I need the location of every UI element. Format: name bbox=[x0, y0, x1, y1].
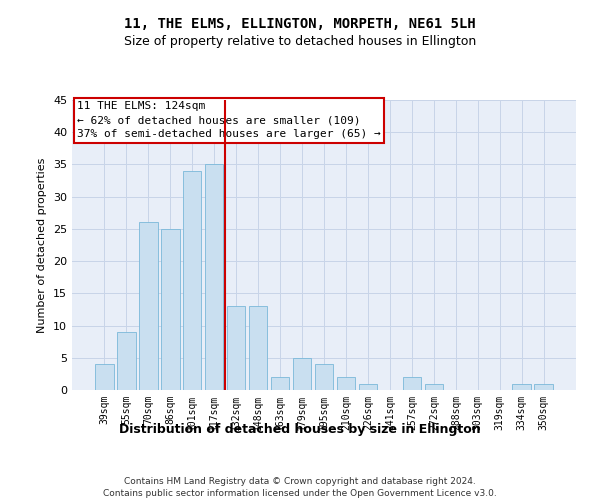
Bar bbox=[183, 171, 202, 390]
Y-axis label: Number of detached properties: Number of detached properties bbox=[37, 158, 47, 332]
Bar bbox=[249, 306, 268, 390]
Bar bbox=[425, 384, 443, 390]
Bar bbox=[271, 377, 289, 390]
Text: 11, THE ELMS, ELLINGTON, MORPETH, NE61 5LH: 11, THE ELMS, ELLINGTON, MORPETH, NE61 5… bbox=[124, 18, 476, 32]
Bar bbox=[535, 384, 553, 390]
Text: 11 THE ELMS: 124sqm
← 62% of detached houses are smaller (109)
37% of semi-detac: 11 THE ELMS: 124sqm ← 62% of detached ho… bbox=[77, 102, 381, 140]
Text: Size of property relative to detached houses in Ellington: Size of property relative to detached ho… bbox=[124, 35, 476, 48]
Bar bbox=[359, 384, 377, 390]
Bar bbox=[95, 364, 113, 390]
Bar bbox=[205, 164, 223, 390]
Text: Distribution of detached houses by size in Ellington: Distribution of detached houses by size … bbox=[119, 422, 481, 436]
Bar bbox=[227, 306, 245, 390]
Bar bbox=[139, 222, 158, 390]
Bar bbox=[161, 229, 179, 390]
Bar bbox=[314, 364, 334, 390]
Bar bbox=[293, 358, 311, 390]
Bar bbox=[117, 332, 136, 390]
Bar bbox=[403, 377, 421, 390]
Bar bbox=[337, 377, 355, 390]
Text: Contains HM Land Registry data © Crown copyright and database right 2024.
Contai: Contains HM Land Registry data © Crown c… bbox=[103, 476, 497, 498]
Bar bbox=[512, 384, 531, 390]
